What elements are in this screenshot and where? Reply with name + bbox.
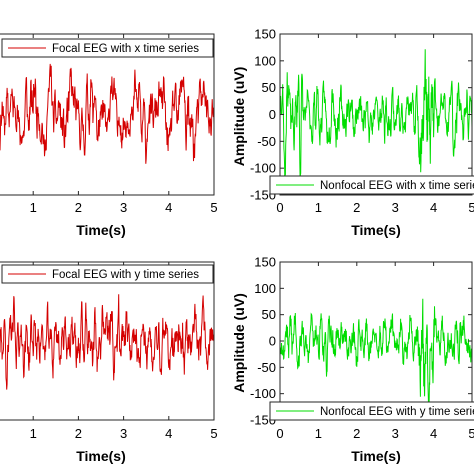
chart-panel-1: 012345Time(s)Focal EEG with x time serie…: [0, 33, 218, 238]
legend-entry: Nonfocal EEG with y time series: [320, 406, 474, 418]
x-tick-label: 2: [353, 426, 360, 441]
x-tick-label: 1: [30, 426, 37, 441]
y-tick-label: 150: [254, 27, 276, 42]
legend: Nonfocal EEG with x time series: [269, 175, 474, 195]
chart-panel-4: 0 1 2 3 4 5 150 100 50 0 -50 -100 -150 Time(s) Amplitu…: [231, 255, 474, 464]
y-tick-label: -150: [250, 413, 276, 428]
x-tick-label: 1: [30, 200, 37, 215]
legend-entry: Focal EEG with x time series: [52, 43, 199, 55]
x-axis-label: Time(s): [351, 448, 401, 464]
x-axis-label: Time(s): [351, 222, 401, 238]
legend: Nonfocal EEG with y time series: [269, 401, 474, 421]
axes-box: [279, 33, 473, 196]
x-tick-label: 3: [392, 200, 399, 215]
x-tick-label: 1: [315, 200, 322, 215]
y-tick-label: 50: [262, 80, 276, 95]
legend: Focal EEG with y time series: [1, 264, 214, 284]
x-tick-label: 0: [276, 200, 283, 215]
legend-box: [269, 175, 474, 195]
x-tick-label: 3: [392, 426, 399, 441]
legend-entry: Focal EEG with y time series: [52, 269, 199, 281]
series-line-1: [280, 49, 472, 179]
x-tick-label: 4: [430, 426, 437, 441]
y-tick-label: 100: [254, 53, 276, 68]
legend-entry: Nonfocal EEG with x time series: [320, 180, 474, 192]
legend-box: [1, 38, 214, 58]
x-tick-label: 4: [165, 426, 172, 441]
x-tick-label: 3: [120, 426, 127, 441]
chart-panel-2: 0 1 2 3 4 5 150 100 50 0 -50 -100 -150 Time(s) Amplitu…: [231, 27, 474, 238]
legend-box: [269, 401, 474, 421]
x-axis-label: Time(s): [76, 448, 126, 464]
x-tick-label: 4: [430, 200, 437, 215]
y-tick-label: -100: [250, 386, 276, 401]
x-tick-label: 2: [75, 200, 82, 215]
x-tick-label: 0: [276, 426, 283, 441]
x-axis-label: Time(s): [76, 222, 126, 238]
x-tick-label: 5: [468, 200, 474, 215]
y-tick-label: 100: [254, 281, 276, 296]
x-tick-label: 1: [315, 426, 322, 441]
y-axis-label: Amplitude (uV): [231, 293, 247, 393]
x-tick-label: 5: [210, 426, 217, 441]
x-tick-label: 4: [165, 200, 172, 215]
y-tick-label: 150: [254, 255, 276, 270]
y-tick-label: -50: [257, 134, 276, 149]
series-line-1: [0, 294, 214, 390]
chart-panel-3: 012345Time(s)Focal EEG with y time serie…: [0, 261, 218, 464]
y-tick-label: -150: [250, 188, 276, 203]
y-tick-label: -50: [257, 360, 276, 375]
legend-box: [1, 264, 214, 284]
x-tick-label: 5: [468, 426, 474, 441]
y-tick-label: 0: [269, 107, 276, 122]
x-tick-label: 2: [353, 200, 360, 215]
legend: Focal EEG with x time series: [1, 38, 214, 58]
axes-box: [0, 33, 215, 196]
x-tick-label: 2: [75, 426, 82, 441]
y-tick-label: -100: [250, 161, 276, 176]
x-tick-label: 3: [120, 200, 127, 215]
axes-box: [0, 261, 215, 421]
series-line-1: [0, 63, 214, 164]
y-tick-label: 0: [269, 334, 276, 349]
y-axis-label: Amplitude (uV): [231, 67, 247, 167]
series-line-1: [280, 298, 472, 412]
x-tick-label: 5: [210, 200, 217, 215]
y-tick-label: 50: [262, 307, 276, 322]
